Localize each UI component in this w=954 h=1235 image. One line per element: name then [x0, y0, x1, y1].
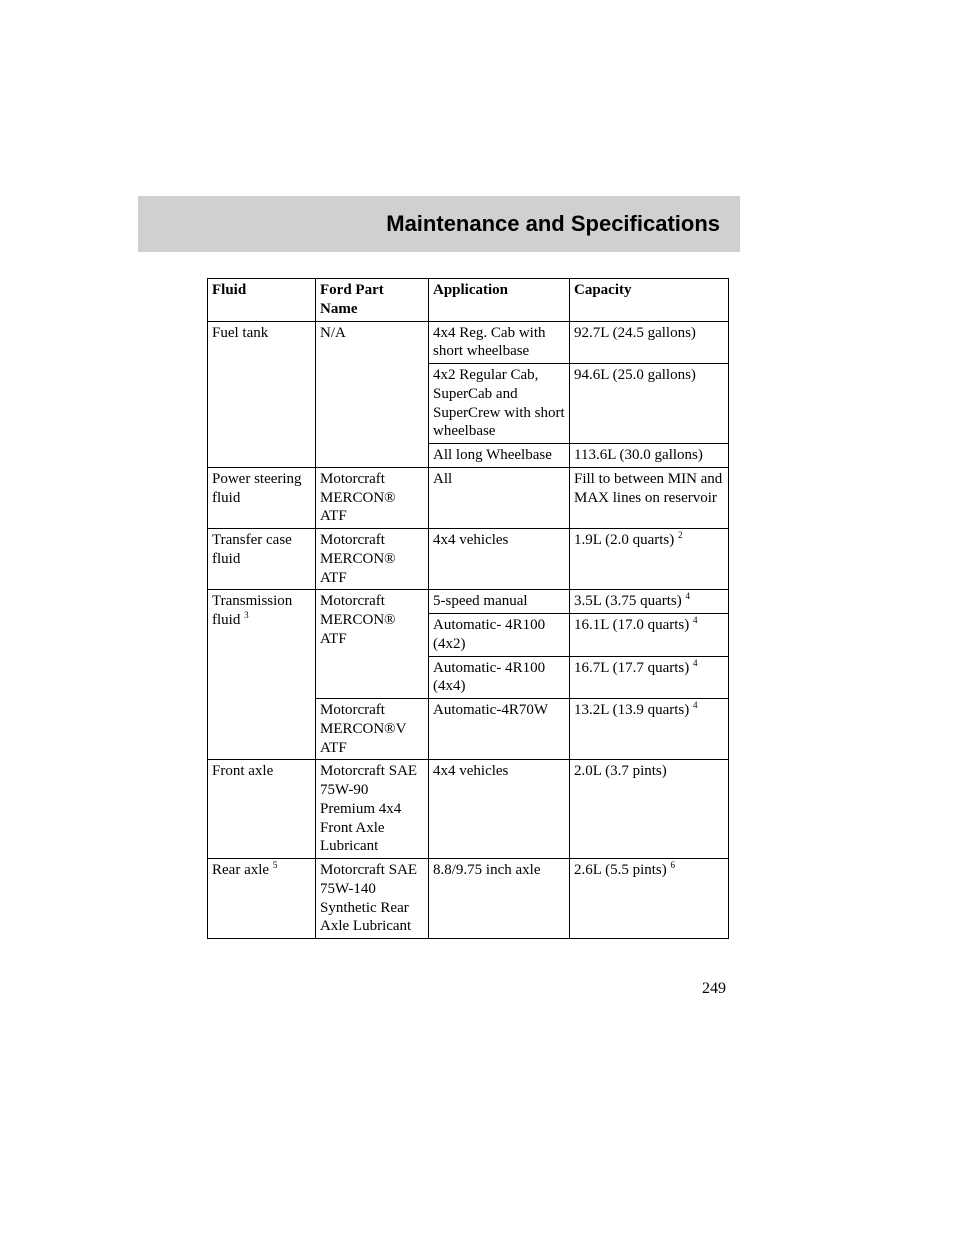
cell-application: 4x4 Reg. Cab with short wheelbase	[429, 321, 570, 364]
footnote-ref: 4	[693, 700, 698, 710]
cell-fluid: Power steering fluid	[208, 467, 316, 528]
cell-application: Automatic- 4R100 (4x4)	[429, 656, 570, 699]
cell-capacity: 113.6L (30.0 gallons)	[570, 444, 729, 468]
cell-fluid: Transmission fluid 3	[208, 590, 316, 760]
section-title: Maintenance and Specifications	[386, 211, 720, 237]
col-header-application: Application	[429, 279, 570, 322]
table-row: Rear axle 5 Motorcraft SAE 75W-140 Synth…	[208, 859, 729, 939]
cell-application: All	[429, 467, 570, 528]
cell-capacity: 3.5L (3.75 quarts) 4	[570, 590, 729, 614]
col-header-capacity: Capacity	[570, 279, 729, 322]
cell-application: 4x4 vehicles	[429, 760, 570, 859]
cell-part: Motorcraft MERCON® ATF	[316, 467, 429, 528]
capacity-value: 2.6L (5.5 pints)	[574, 862, 671, 878]
cell-application: Automatic-4R70W	[429, 699, 570, 760]
cell-part: Motorcraft SAE 75W-90 Premium 4x4 Front …	[316, 760, 429, 859]
table-row: Transfer case fluid Motorcraft MERCON® A…	[208, 529, 729, 590]
capacity-value: 16.1L (17.0 quarts)	[574, 617, 693, 633]
cell-part: N/A	[316, 321, 429, 467]
footnote-ref: 4	[693, 615, 698, 625]
cell-fluid: Rear axle 5	[208, 859, 316, 939]
fluid-label: Transmission fluid	[212, 593, 292, 628]
cell-capacity: 16.7L (17.7 quarts) 4	[570, 656, 729, 699]
cell-capacity: 1.9L (2.0 quarts) 2	[570, 529, 729, 590]
footnote-ref: 4	[686, 591, 691, 601]
cell-fluid: Fuel tank	[208, 321, 316, 467]
cell-capacity: 2.6L (5.5 pints) 6	[570, 859, 729, 939]
footnote-ref: 3	[244, 610, 249, 620]
capacity-value: 16.7L (17.7 quarts)	[574, 660, 693, 676]
fluid-label: Rear axle	[212, 862, 273, 878]
capacity-value: 1.9L (2.0 quarts)	[574, 532, 678, 548]
cell-capacity: 2.0L (3.7 pints)	[570, 760, 729, 859]
cell-capacity: Fill to between MIN and MAX lines on res…	[570, 467, 729, 528]
cell-part: Motorcraft MERCON®V ATF	[316, 699, 429, 760]
cell-capacity: 16.1L (17.0 quarts) 4	[570, 614, 729, 657]
capacity-value: 3.5L (3.75 quarts)	[574, 593, 686, 609]
cell-application: 8.8/9.75 inch axle	[429, 859, 570, 939]
cell-application: 5-speed manual	[429, 590, 570, 614]
cell-capacity: 92.7L (24.5 gallons)	[570, 321, 729, 364]
page-number: 249	[702, 980, 726, 998]
footnote-ref: 4	[693, 658, 698, 668]
cell-application: 4x4 vehicles	[429, 529, 570, 590]
table-row: Power steering fluid Motorcraft MERCON® …	[208, 467, 729, 528]
footnote-ref: 5	[273, 860, 278, 870]
cell-fluid: Front axle	[208, 760, 316, 859]
cell-capacity: 94.6L (25.0 gallons)	[570, 364, 729, 444]
col-header-part: Ford Part Name	[316, 279, 429, 322]
cell-application: 4x2 Regular Cab, SuperCab and SuperCrew …	[429, 364, 570, 444]
fluid-table: Fluid Ford Part Name Application Capacit…	[207, 278, 729, 939]
footnote-ref: 2	[678, 530, 683, 540]
cell-part: Motorcraft SAE 75W-140 Synthetic Rear Ax…	[316, 859, 429, 939]
table-header-row: Fluid Ford Part Name Application Capacit…	[208, 279, 729, 322]
col-header-fluid: Fluid	[208, 279, 316, 322]
cell-application: Automatic- 4R100 (4x2)	[429, 614, 570, 657]
table-row: Front axle Motorcraft SAE 75W-90 Premium…	[208, 760, 729, 859]
cell-capacity: 13.2L (13.9 quarts) 4	[570, 699, 729, 760]
table-row: Transmission fluid 3 Motorcraft MERCON® …	[208, 590, 729, 614]
capacity-value: 13.2L (13.9 quarts)	[574, 702, 693, 718]
footnote-ref: 6	[671, 860, 676, 870]
table-row: Fuel tank N/A 4x4 Reg. Cab with short wh…	[208, 321, 729, 364]
cell-application: All long Wheelbase	[429, 444, 570, 468]
cell-fluid: Transfer case fluid	[208, 529, 316, 590]
header-bar: Maintenance and Specifications	[138, 196, 740, 252]
fluid-table-container: Fluid Ford Part Name Application Capacit…	[207, 278, 728, 939]
cell-part: Motorcraft MERCON® ATF	[316, 529, 429, 590]
cell-part: Motorcraft MERCON® ATF	[316, 590, 429, 699]
